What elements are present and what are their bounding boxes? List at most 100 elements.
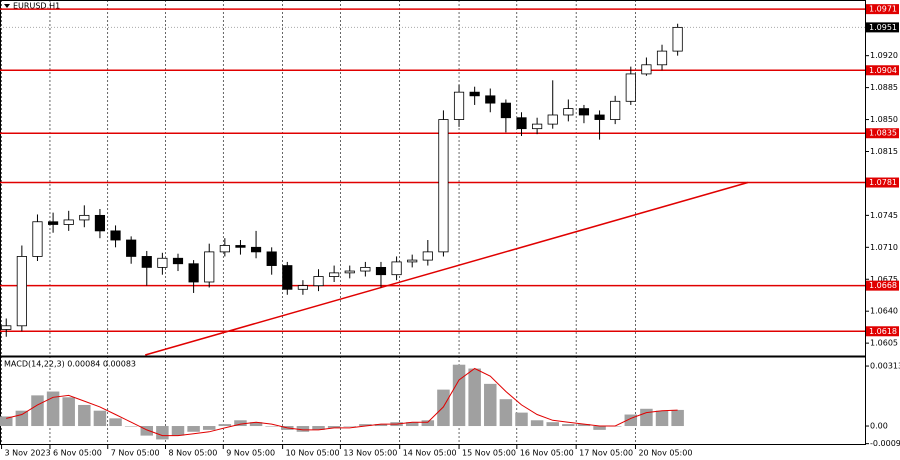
x-tick-label: 10 Nov 05:00 <box>286 449 340 458</box>
y-tick-label: 1.0920 <box>870 51 898 60</box>
x-tick-label: 8 Nov 05:00 <box>169 449 218 458</box>
macd-bar <box>374 424 388 427</box>
level-tag <box>866 326 899 337</box>
level-tag <box>866 280 899 291</box>
symbol-title: EURUSD,H1 <box>13 2 60 11</box>
level-tag <box>866 65 899 76</box>
macd-bar <box>530 420 544 427</box>
macd-bar <box>655 410 669 427</box>
candle-body <box>16 256 27 327</box>
candle-body <box>172 257 184 265</box>
candle-body <box>407 259 418 263</box>
y-tick-label: 0.00 <box>870 422 888 431</box>
y-tick-label: 1.0745 <box>870 211 898 220</box>
symbol-arrow <box>4 4 10 8</box>
macd-bar <box>46 391 60 427</box>
macd-bar <box>0 416 13 427</box>
candle-body <box>500 102 511 119</box>
y-tick-label: -0.00092 <box>870 439 900 448</box>
candle-body <box>594 114 605 120</box>
macd-bar <box>93 410 107 427</box>
candle-body <box>453 91 465 120</box>
candle-body <box>141 256 152 268</box>
level-label: 1.0835 <box>869 129 897 138</box>
macd-bar <box>62 397 75 427</box>
candle-body <box>266 251 277 266</box>
x-tick-label: 3 Nov 2023 <box>5 449 51 458</box>
x-tick-label: 7 Nov 05:00 <box>111 449 160 458</box>
macd-bar <box>265 426 278 427</box>
macd-bar <box>327 426 341 428</box>
candle-body <box>485 95 496 104</box>
candle-body <box>32 221 43 257</box>
macd-bar <box>124 426 138 427</box>
x-tick-label: 20 Nov 05:00 <box>638 449 692 458</box>
y-tick-label: 1.0850 <box>870 115 898 124</box>
level-label: 1.0904 <box>869 66 897 75</box>
macd-bar <box>78 404 91 427</box>
candle-body <box>516 117 527 130</box>
macd-bar <box>515 412 528 427</box>
plot-border <box>0 0 866 445</box>
candle-body <box>282 265 293 290</box>
macd-bar <box>15 410 29 427</box>
candle-body <box>48 221 59 225</box>
macd-bar <box>546 422 559 427</box>
x-tick-label: 15 Nov 05:00 <box>462 449 516 458</box>
y-tick-label: 0.00313 <box>870 362 900 371</box>
macd-bar <box>156 426 169 440</box>
macd-bar <box>109 418 122 427</box>
macd-bar <box>562 424 575 427</box>
candle-body <box>391 261 402 276</box>
candle-body <box>422 251 433 261</box>
candle-body <box>63 219 74 225</box>
macd-bar <box>312 426 325 430</box>
price-tag <box>866 22 899 33</box>
macd-bar <box>593 426 606 430</box>
price-tag-label: 1.0951 <box>869 23 897 32</box>
candle-body <box>204 251 215 283</box>
macd-bar <box>31 395 44 427</box>
y-tick-label: 1.0640 <box>870 307 898 316</box>
x-tick-label: 13 Nov 05:00 <box>343 449 397 458</box>
x-tick-label: 16 Nov 05:00 <box>520 449 574 458</box>
level-label: 1.0781 <box>869 178 897 187</box>
macd-bar <box>187 426 200 432</box>
candle-body <box>126 239 137 257</box>
x-tick-label: 14 Nov 05:00 <box>403 449 457 458</box>
macd-bar <box>234 420 247 427</box>
macd-bar <box>343 426 356 427</box>
candle-body <box>532 123 543 130</box>
candle-body <box>329 272 340 277</box>
macd-bar <box>171 426 185 436</box>
candle-body <box>110 230 121 241</box>
candle-body <box>375 266 387 276</box>
candle-body <box>625 73 636 102</box>
level-tag <box>866 128 899 139</box>
candle-body <box>235 245 246 248</box>
candle-body <box>656 50 668 66</box>
macd-bar <box>577 424 591 427</box>
level-label: 1.0668 <box>869 281 897 290</box>
level-label: 1.0618 <box>869 327 897 336</box>
level-tag <box>866 4 899 15</box>
macd-bar <box>202 426 216 430</box>
x-tick-label: 6 Nov 05:00 <box>53 449 102 458</box>
candle-body <box>1 325 12 330</box>
candle-body <box>297 285 308 290</box>
y-tick-label: 1.0710 <box>870 243 898 252</box>
y-tick-label: 1.0675 <box>870 275 898 284</box>
macd-bar <box>421 420 435 427</box>
candle-body <box>672 26 683 52</box>
level-tag <box>866 177 899 188</box>
candle-body <box>188 263 199 283</box>
candle-body <box>219 245 230 253</box>
y-tick-label: 1.0815 <box>870 147 898 156</box>
trendline <box>145 181 749 356</box>
x-tick-label: 17 Nov 05:00 <box>579 449 633 458</box>
macd-bar <box>140 426 154 436</box>
candle-body <box>578 108 590 116</box>
macd-bar <box>405 422 419 427</box>
